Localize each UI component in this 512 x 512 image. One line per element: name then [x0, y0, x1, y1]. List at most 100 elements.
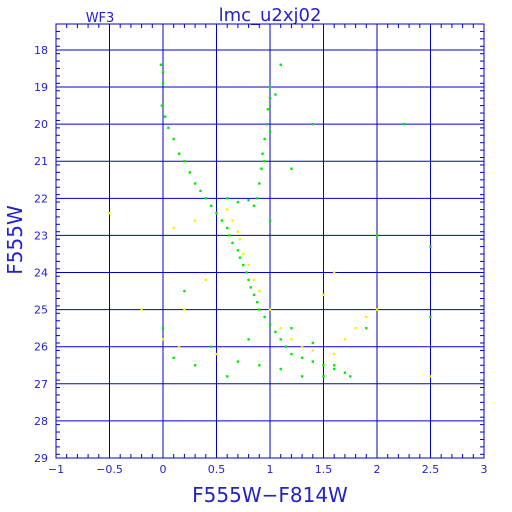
data-point	[172, 137, 175, 141]
data-point	[236, 360, 240, 363]
data-point	[263, 315, 266, 319]
data-point	[311, 341, 314, 345]
data-point	[429, 375, 432, 378]
data-point	[263, 160, 266, 163]
data-point	[193, 182, 197, 185]
chip-label: WF3	[86, 11, 115, 26]
data-point	[333, 352, 336, 356]
data-point	[163, 115, 167, 118]
data-point	[247, 263, 250, 267]
data-point	[172, 226, 175, 230]
data-point	[238, 237, 242, 241]
data-point	[263, 137, 266, 141]
data-point	[193, 219, 197, 222]
x-tick-label: −1	[48, 463, 64, 476]
data-point	[161, 82, 165, 85]
data-point	[311, 349, 314, 352]
data-point	[268, 308, 272, 311]
data-point	[220, 219, 224, 222]
data-point	[258, 308, 261, 311]
data-point	[236, 230, 240, 233]
x-tick-label: 0.5	[208, 463, 226, 476]
x-axis-label: F555W−F814W	[192, 483, 348, 507]
x-tick-label: 3	[481, 463, 488, 476]
data-point	[279, 338, 282, 341]
data-point	[226, 197, 229, 200]
chart-title: lmc_u2xj02	[219, 5, 322, 26]
data-point	[226, 208, 229, 211]
data-point	[231, 219, 234, 222]
y-tick-label: 22	[34, 192, 48, 205]
data-point	[199, 189, 202, 193]
y-tick-label: 18	[34, 44, 48, 57]
data-point	[300, 345, 304, 348]
data-point	[160, 104, 164, 107]
data-point	[322, 364, 325, 367]
data-point	[300, 356, 304, 359]
data-point	[311, 360, 314, 363]
data-point	[333, 271, 336, 274]
data-point	[247, 338, 250, 341]
data-point	[193, 364, 197, 367]
data-point	[252, 204, 256, 207]
data-point	[177, 152, 181, 155]
data-point	[183, 289, 186, 293]
data-point	[242, 252, 245, 256]
data-point	[268, 323, 272, 326]
data-point	[322, 293, 325, 296]
data-point	[249, 286, 252, 289]
y-tick-label: 26	[34, 341, 48, 354]
x-tick-label: −0.5	[96, 463, 123, 476]
data-point	[279, 63, 282, 66]
plot-frame	[55, 23, 485, 459]
y-tick-label: 20	[34, 118, 48, 131]
data-point	[268, 85, 272, 89]
data-point	[402, 123, 405, 126]
data-point	[311, 123, 314, 126]
x-tick-label: 1.5	[315, 463, 333, 476]
data-point	[238, 256, 242, 259]
data-point	[226, 226, 229, 230]
data-point	[274, 330, 277, 334]
data-point	[231, 241, 234, 245]
data-point	[290, 327, 293, 330]
data-point	[284, 345, 288, 348]
data-point	[210, 204, 213, 207]
data-point	[265, 123, 268, 126]
data-point	[161, 71, 165, 74]
data-point	[161, 327, 165, 330]
data-point	[228, 234, 231, 237]
data-point	[172, 356, 175, 359]
data-point	[210, 345, 213, 348]
y-axis-label: F555W	[3, 205, 27, 275]
data-point	[268, 219, 272, 222]
data-point	[343, 371, 347, 374]
data-point	[365, 315, 368, 319]
data-point	[256, 301, 259, 304]
data-point	[108, 212, 111, 215]
data-point	[188, 171, 191, 174]
data-point	[256, 197, 259, 200]
y-tick-label: 29	[34, 452, 48, 465]
data-point	[429, 245, 432, 248]
data-point	[204, 278, 207, 282]
data-point	[258, 289, 261, 293]
y-tick-label: 28	[34, 415, 48, 428]
data-point	[290, 338, 293, 341]
data-point	[274, 93, 277, 96]
data-point	[236, 200, 240, 204]
data-point	[245, 271, 248, 274]
data-point	[252, 278, 256, 282]
x-tick-label: 2.5	[422, 463, 440, 476]
data-point	[290, 167, 293, 170]
data-point	[242, 263, 245, 267]
x-tick-label: 1	[267, 463, 274, 476]
y-tick-label: 25	[34, 304, 48, 317]
data-point	[333, 367, 336, 371]
data-point	[258, 182, 261, 185]
data-point	[183, 308, 186, 311]
data-point	[215, 352, 218, 356]
data-point	[365, 327, 368, 330]
x-tick-label: 2	[374, 463, 381, 476]
data-point	[354, 327, 357, 330]
